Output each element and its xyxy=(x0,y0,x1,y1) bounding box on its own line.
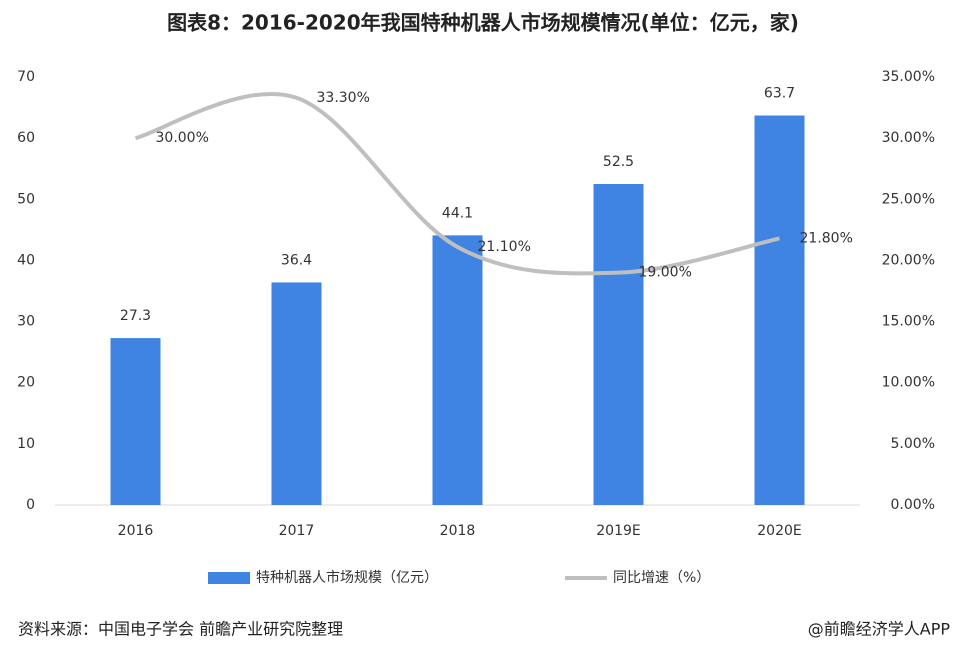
y-tick-label: 25.00% xyxy=(882,191,935,207)
y-tick-label: 20.00% xyxy=(882,252,935,268)
bar xyxy=(271,282,322,505)
data-label: 33.30% xyxy=(317,90,370,106)
y-tick-label: 15.00% xyxy=(882,314,935,330)
bar xyxy=(754,115,805,506)
y-tick-label: 40 xyxy=(17,252,35,268)
bar xyxy=(110,338,161,505)
y-tick-label: 60 xyxy=(17,130,35,146)
x-tick-label: 2017 xyxy=(279,523,315,539)
data-label: 19.00% xyxy=(639,265,692,281)
legend-label: 特种机器人市场规模（亿元） xyxy=(256,569,438,586)
data-label: 27.3 xyxy=(120,308,151,324)
y-tick-label: 10 xyxy=(17,436,35,452)
x-tick-label: 2016 xyxy=(118,523,154,539)
y-tick-label: 50 xyxy=(17,191,35,207)
y-tick-label: 20 xyxy=(17,375,35,391)
credit: @前瞻经济学人APP xyxy=(808,620,951,639)
legend-swatch xyxy=(208,572,250,584)
y-tick-label: 30.00% xyxy=(882,130,935,146)
data-label: 36.4 xyxy=(281,252,312,268)
data-label: 52.5 xyxy=(603,154,634,170)
data-label: 21.80% xyxy=(800,230,853,246)
x-tick-label: 2018 xyxy=(440,523,476,539)
chart-title: 图表8：2016-2020年我国特种机器人市场规模情况(单位：亿元，家) xyxy=(167,11,799,35)
y-tick-label: 0.00% xyxy=(891,497,935,513)
y-tick-label: 35.00% xyxy=(882,69,935,85)
y-tick-label: 70 xyxy=(17,69,35,85)
data-label: 44.1 xyxy=(442,205,473,221)
data-label: 30.00% xyxy=(156,130,209,146)
bar xyxy=(593,184,644,505)
y-tick-label: 10.00% xyxy=(882,375,935,391)
legend-label: 同比增速（%） xyxy=(613,570,710,586)
bar xyxy=(432,235,483,506)
y-tick-label: 0 xyxy=(26,497,35,513)
x-tick-label: 2020E xyxy=(757,523,801,539)
line xyxy=(134,91,780,276)
data-label: 21.10% xyxy=(478,239,531,255)
source-note: 资料来源：中国电子学会 前瞻产业研究院整理 xyxy=(18,620,343,639)
y-tick-label: 30 xyxy=(17,314,35,330)
data-label: 63.7 xyxy=(764,86,795,102)
y-tick-label: 5.00% xyxy=(891,436,935,452)
x-tick-label: 2019E xyxy=(596,523,640,539)
